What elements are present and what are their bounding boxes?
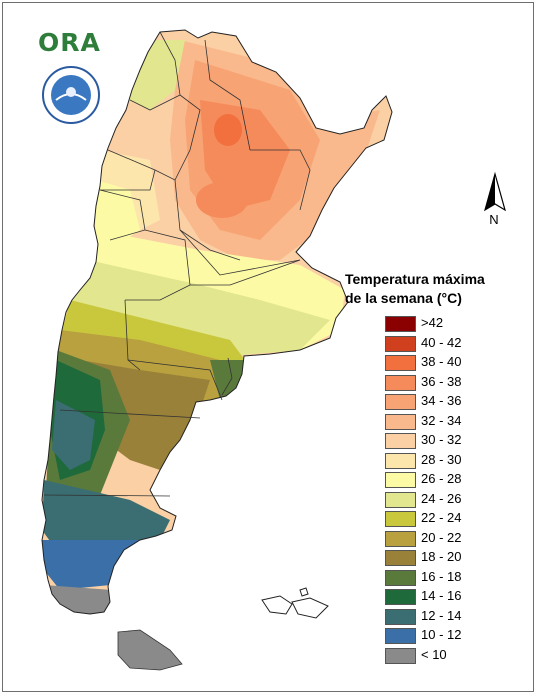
legend-label: 30 - 32	[421, 432, 462, 447]
legend-swatch	[385, 355, 416, 371]
legend-swatch	[385, 433, 416, 449]
north-label: N	[489, 212, 499, 227]
legend-label: 36 - 38	[421, 373, 462, 389]
legend-label: >42	[421, 315, 444, 330]
legend-swatch	[385, 394, 416, 410]
legend-label: 24 - 26	[421, 490, 462, 506]
legend-swatch	[385, 628, 416, 644]
legend-item: 38 - 40	[385, 354, 525, 371]
ora-logo: ORA	[38, 28, 101, 57]
legend-item: 30 - 32	[385, 432, 525, 449]
legend-item: 16 - 18	[385, 568, 525, 586]
legend-label: 14 - 16	[421, 588, 462, 603]
north-arrow-icon	[484, 171, 506, 212]
legend-swatch	[385, 589, 416, 605]
legend-swatch	[385, 316, 416, 332]
legend-item: 12 - 14	[385, 607, 525, 625]
legend-item: 34 - 36	[385, 393, 525, 410]
legend-title: Temperatura máxima de la semana (°C)	[345, 270, 505, 308]
legend-item: 28 - 30	[385, 451, 525, 469]
legend-swatch	[385, 608, 416, 625]
legend-label: 38 - 40	[421, 354, 462, 369]
legend-title-line2: de la semana (°C)	[345, 290, 462, 306]
legend-swatch	[385, 374, 416, 391]
legend-label: 16 - 18	[421, 568, 462, 584]
legend-item: 24 - 26	[385, 490, 525, 508]
legend-label: 20 - 22	[421, 529, 462, 545]
legend-label: 26 - 28	[421, 471, 462, 486]
islas-malvinas	[261, 587, 329, 619]
smn-seal-icon	[42, 66, 100, 124]
legend-label: 28 - 30	[421, 451, 462, 467]
legend-swatch	[385, 335, 416, 352]
legend-title-line1: Temperatura máxima	[345, 271, 485, 287]
legend-label: 12 - 14	[421, 607, 462, 623]
legend-label: < 10	[421, 646, 447, 662]
legend-item: 22 - 24	[385, 510, 525, 527]
province-borders	[41, 29, 393, 615]
legend-swatch	[385, 472, 416, 488]
legend-swatch	[385, 491, 416, 508]
legend-swatch	[385, 647, 416, 664]
legend-label: 18 - 20	[421, 549, 462, 564]
legend-swatch	[385, 550, 416, 566]
legend-item: < 10	[385, 646, 525, 664]
legend-item: 10 - 12	[385, 627, 525, 644]
legend-item: 20 - 22	[385, 529, 525, 547]
legend-item: 40 - 42	[385, 334, 525, 352]
legend-item: 32 - 34	[385, 412, 525, 430]
legend-item: >42	[385, 315, 525, 332]
legend-item: 26 - 28	[385, 471, 525, 488]
legend-swatch	[385, 569, 416, 586]
legend-swatch	[385, 413, 416, 430]
tierra-del-fuego	[117, 629, 183, 671]
legend-label: 34 - 36	[421, 393, 462, 408]
legend-label: 10 - 12	[421, 627, 462, 642]
legend-swatch	[385, 530, 416, 547]
legend-label: 22 - 24	[421, 510, 462, 525]
legend-label: 32 - 34	[421, 412, 462, 428]
legend-item: 36 - 38	[385, 373, 525, 391]
legend-label: 40 - 42	[421, 334, 462, 350]
legend-item: 14 - 16	[385, 588, 525, 605]
legend-swatch	[385, 511, 416, 527]
legend-swatch	[385, 452, 416, 469]
legend-item: 18 - 20	[385, 549, 525, 566]
